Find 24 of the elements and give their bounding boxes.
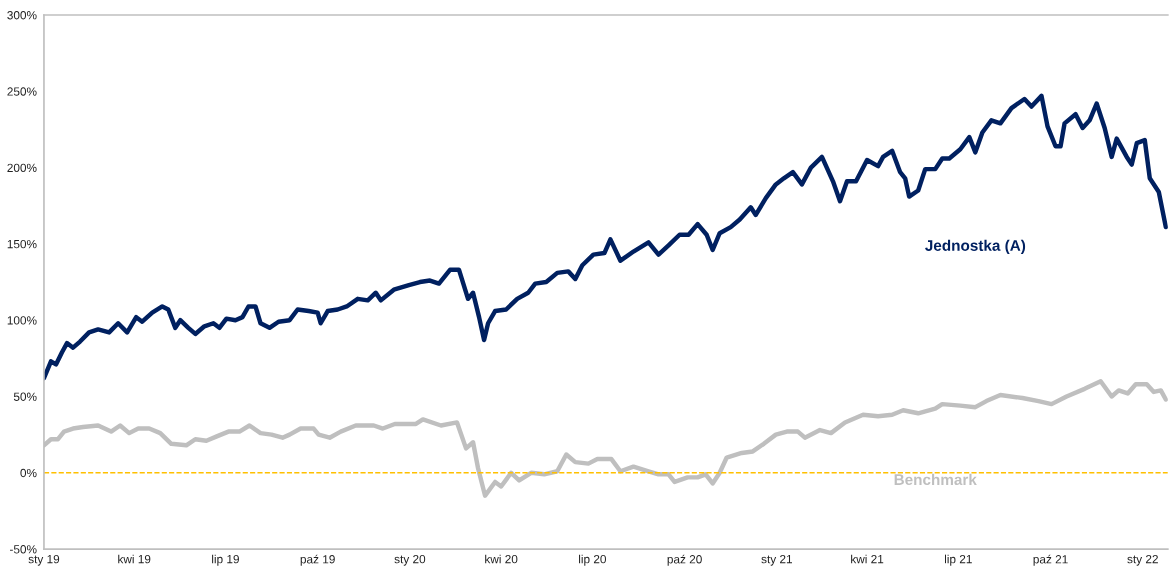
x-tick-label: sty 21 (761, 554, 792, 566)
x-tick-label: lip 20 (579, 554, 607, 566)
y-tick-label: 300% (7, 11, 37, 20)
text: Jednostka (A) (925, 239, 1026, 254)
x-tick-label: lip 21 (944, 554, 972, 566)
x-tick-label: paź 20 (667, 554, 702, 566)
y-tick-label: 0% (20, 468, 37, 478)
y-tick-label: -50% (9, 545, 37, 554)
text: Benchmark (894, 473, 977, 486)
x-tick-label: paź 19 (300, 554, 335, 566)
y-tick-label: 200% (7, 163, 37, 173)
x-tick-label: sty 19 (28, 554, 60, 566)
y-tick-label: 250% (7, 87, 37, 96)
y-tick-label: 150% (7, 239, 37, 249)
x-tick-label: sty 22 (1127, 554, 1158, 566)
x-tick-label: kwi 19 (118, 554, 151, 564)
x-tick-label: sty 20 (394, 554, 426, 566)
x-tick-label: paź 21 (1033, 554, 1068, 566)
line-series (43, 93, 1168, 381)
x-tick-label: lip 19 (212, 554, 239, 566)
y-tick-label: 100% (7, 316, 37, 325)
x-tick-label: kwi 21 (851, 554, 884, 564)
x-tick-label: kwi 20 (485, 554, 518, 564)
y-tick-label: 50% (13, 392, 37, 401)
